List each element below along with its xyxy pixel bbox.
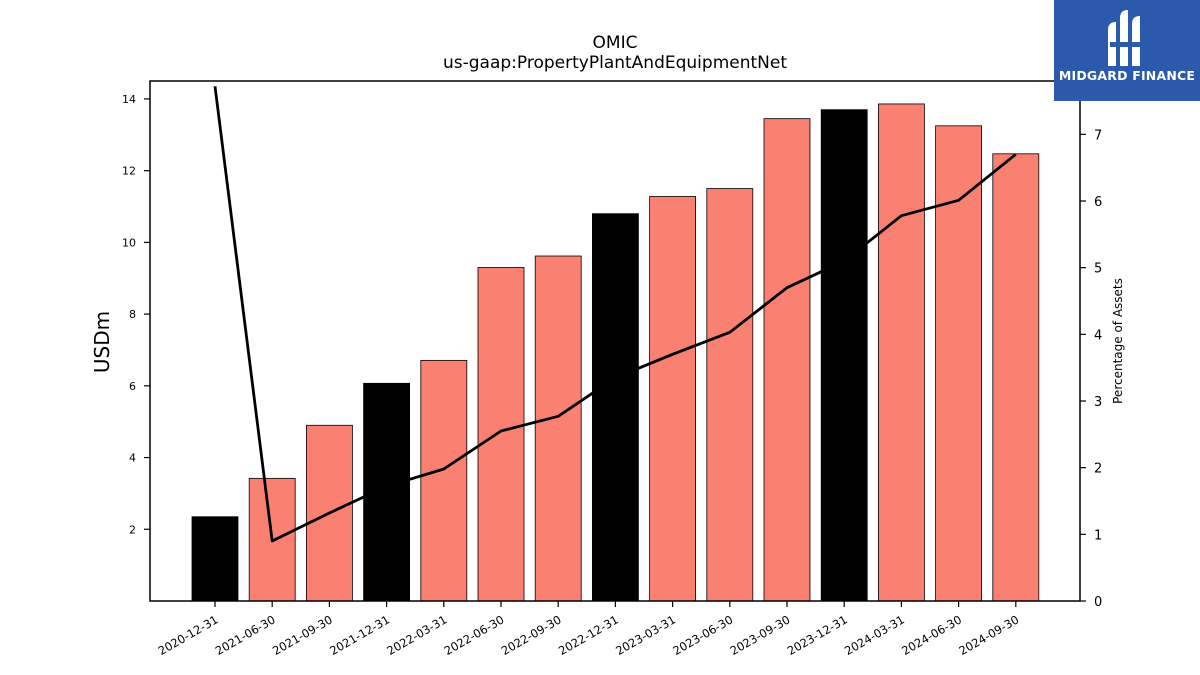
x-tick-label: 2024-03-31 — [842, 612, 907, 658]
y2-axis-label: Percentage of Assets — [1111, 278, 1125, 404]
midgard-finance-logo: MIDGARD FINANCE — [1054, 0, 1200, 101]
y-tick-label: 10 — [122, 236, 136, 249]
y2-tick-label: 3 — [1094, 395, 1102, 410]
x-tick-label: 2023-06-30 — [670, 612, 735, 658]
bar-2024-06-30 — [935, 125, 982, 602]
bar-2023-09-30 — [763, 118, 811, 602]
x-tick-label: 2023-12-31 — [785, 612, 850, 658]
bar-2024-09-30 — [992, 153, 1040, 602]
x-axis: 2020-12-312021-06-302021-09-302021-12-31… — [156, 601, 1021, 658]
y-tick-label: 14 — [122, 93, 136, 106]
x-tick-label: 2023-09-30 — [728, 612, 793, 658]
y2-tick-label: 5 — [1094, 262, 1102, 277]
bar-2023-06-30 — [706, 188, 754, 602]
y-tick-label: 12 — [122, 165, 136, 178]
y2-tick-label: 0 — [1094, 595, 1102, 610]
y-tick-label: 4 — [129, 452, 136, 465]
bar-2022-09-30 — [534, 255, 582, 602]
bar-2023-12-31 — [820, 109, 868, 602]
left-axis: 2 4 6 8 10 12 14 — [122, 93, 150, 536]
percentage-of-assets-line — [213, 86, 1017, 543]
bars-layer — [191, 103, 1040, 602]
x-tick-label: 2021-12-31 — [327, 612, 392, 658]
line-layer — [213, 86, 1017, 543]
bar-2021-12-31 — [363, 382, 411, 602]
y2-tick-label: 6 — [1094, 195, 1102, 210]
y-tick-label: 6 — [129, 380, 136, 393]
bar-2023-03-31 — [649, 196, 696, 602]
midgard-logo-icon — [1108, 10, 1140, 66]
chart-subtitle: us-gaap:PropertyPlantAndEquipmentNet — [443, 53, 787, 73]
bar-2022-03-31 — [420, 359, 468, 602]
x-tick-label: 2021-09-30 — [270, 612, 335, 658]
x-tick-label: 2022-09-30 — [499, 612, 564, 658]
y2-tick-label: 1 — [1094, 528, 1102, 543]
bar-2020-12-31 — [191, 516, 239, 602]
x-tick-label: 2024-06-30 — [899, 612, 964, 658]
y2-tick-label: 7 — [1094, 128, 1102, 143]
bar-2022-06-30 — [477, 267, 525, 602]
x-tick-label: 2022-06-30 — [442, 612, 507, 658]
logo-text: MIDGARD FINANCE — [1058, 68, 1196, 83]
y2-tick-label: 2 — [1094, 462, 1102, 477]
bar-2024-03-31 — [878, 103, 925, 602]
y-axis-label: USDm — [90, 311, 114, 373]
y2-tick-label: 4 — [1094, 328, 1102, 343]
bar-2022-12-31 — [592, 213, 639, 602]
chart-title: OMIC — [593, 33, 638, 53]
x-tick-label: 2024-09-30 — [956, 612, 1021, 658]
x-tick-label: 2020-12-31 — [156, 612, 221, 658]
x-tick-label: 2021-06-30 — [213, 612, 278, 658]
x-tick-label: 2022-12-31 — [556, 612, 621, 658]
x-tick-label: 2023-03-31 — [613, 612, 678, 658]
x-tick-label: 2022-03-31 — [384, 612, 449, 658]
right-axis: 0 1 2 3 4 5 6 7 — [1080, 128, 1102, 610]
y-tick-label: 2 — [129, 523, 136, 536]
y-tick-label: 8 — [129, 308, 136, 321]
